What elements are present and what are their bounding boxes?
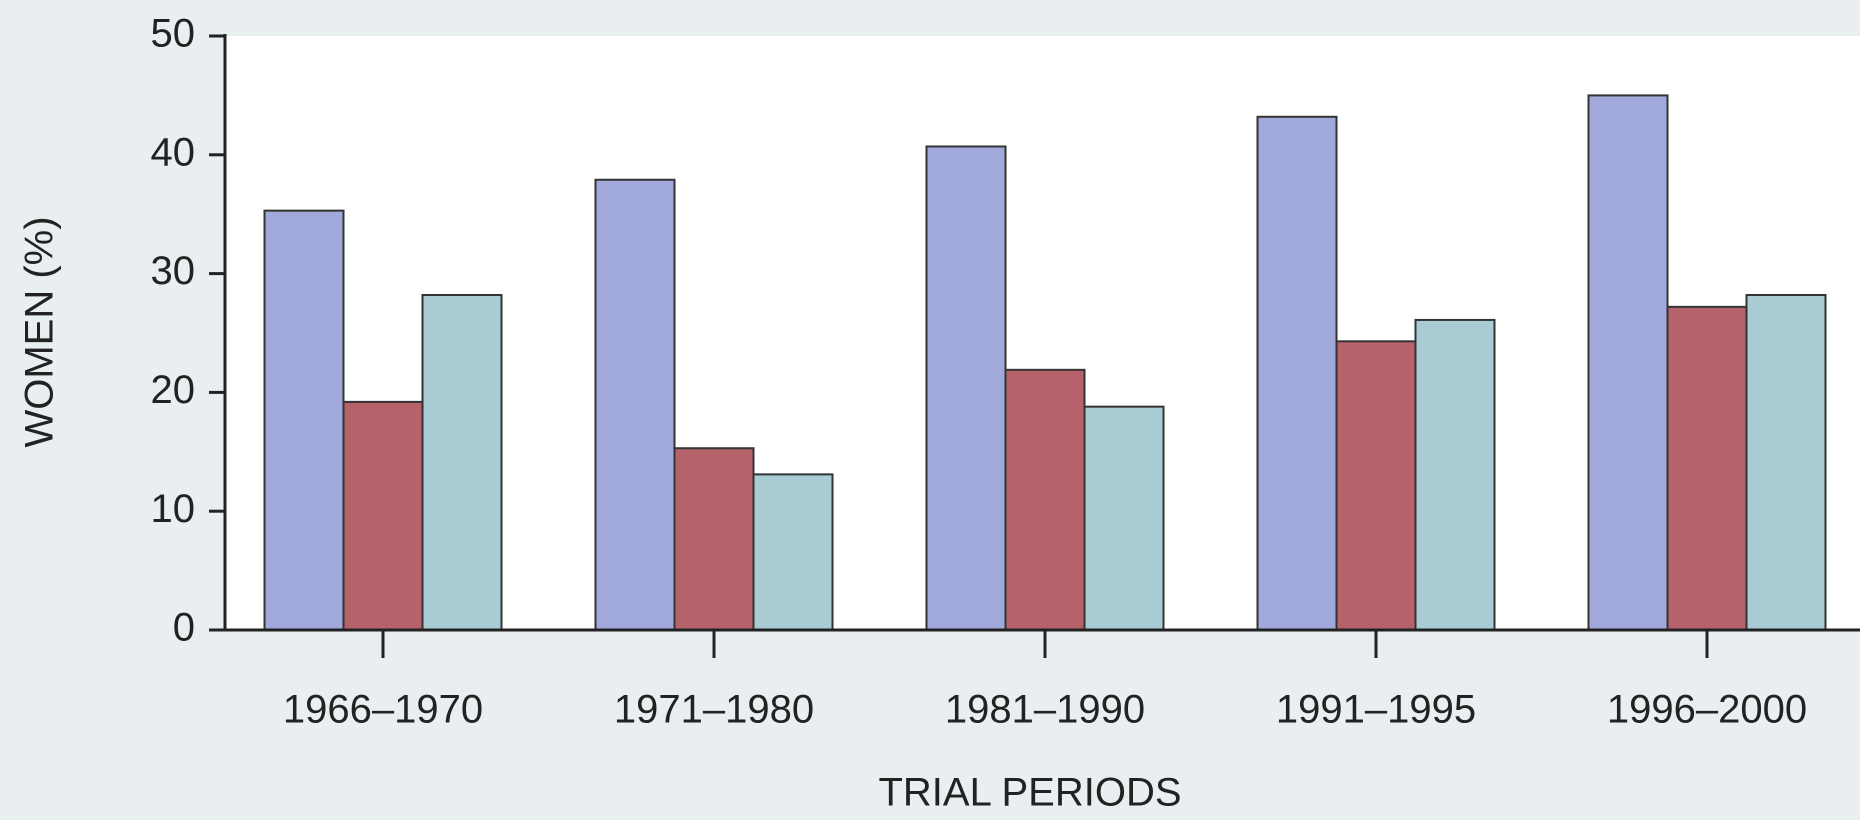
bar <box>1256 115 1338 631</box>
y-tick-label: 20 <box>151 368 196 412</box>
bar <box>925 145 1007 631</box>
bar <box>1083 405 1165 631</box>
y-tick-label: 10 <box>151 487 196 531</box>
x-tick-label: 1996–2000 <box>1607 688 1807 732</box>
bar <box>1004 368 1086 631</box>
bar <box>342 400 424 631</box>
bar <box>1414 318 1496 631</box>
x-axis-title: TRIAL PERIODS <box>878 771 1181 815</box>
y-tick-label: 30 <box>151 249 196 293</box>
bar <box>752 473 834 632</box>
bar <box>1335 340 1417 631</box>
y-tick-label: 40 <box>151 130 196 174</box>
bar <box>673 447 755 631</box>
bar <box>263 209 345 632</box>
x-tick-label: 1971–1980 <box>614 688 814 732</box>
x-tick-label: 1991–1995 <box>1276 688 1476 732</box>
y-tick-label: 0 <box>173 606 195 650</box>
bar <box>594 178 676 632</box>
x-tick-label: 1966–1970 <box>283 688 483 732</box>
bar <box>1666 305 1748 631</box>
y-axis-title: WOMEN (%) <box>18 216 62 447</box>
x-tick-label: 1981–1990 <box>945 688 1145 732</box>
bar <box>421 293 503 631</box>
bar <box>1745 293 1827 631</box>
bar <box>1587 94 1669 631</box>
y-tick-label: 50 <box>151 12 196 56</box>
